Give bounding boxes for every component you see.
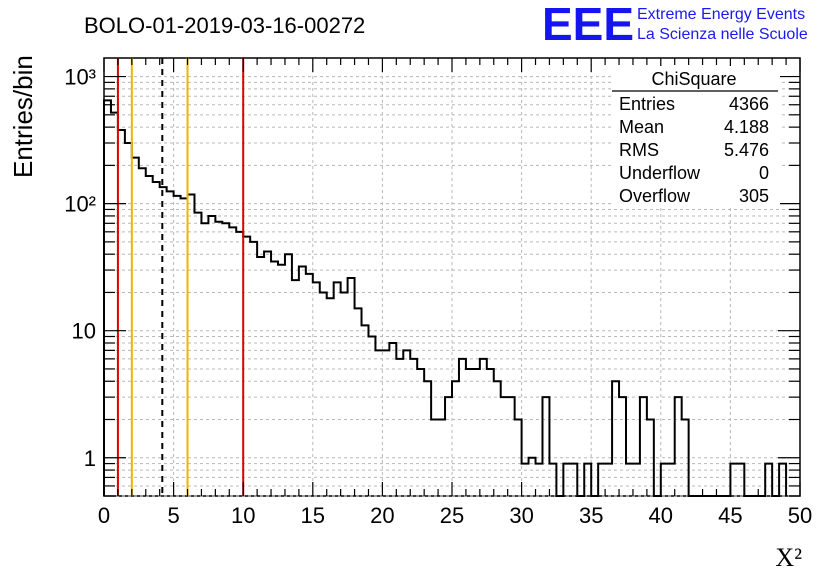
eee-logo-letters: EEE xyxy=(542,0,634,50)
stats-box-background xyxy=(612,66,780,206)
x-tick-label: 0 xyxy=(98,503,110,528)
x-axis-title: X² xyxy=(775,543,802,572)
x-tick-label: 30 xyxy=(509,503,533,528)
y-axis-title: Entries/bin xyxy=(8,55,38,178)
x-tick-label: 5 xyxy=(167,503,179,528)
y-tick-labels: 1 10 10² 10³ xyxy=(64,65,96,471)
stats-rows: Entries 4366 Mean 4.188 RMS 5.476 Underflow 0 Ov… xyxy=(619,94,769,206)
run-title: BOLO-01-2019-03-16-00272 xyxy=(84,13,365,38)
stats-box-title: ChiSquare xyxy=(651,69,736,89)
eee-logo-line2: La Scienza nelle Scuole xyxy=(637,26,808,43)
x-tick-label: 35 xyxy=(579,503,603,528)
stats-value: 4366 xyxy=(729,94,769,114)
y-tick-label: 10 xyxy=(72,319,96,344)
x-tick-labels: 0 5 10 15 20 25 30 35 40 45 50 xyxy=(98,503,812,528)
y-tick-label: 1 xyxy=(84,446,96,471)
stats-label: RMS xyxy=(619,140,659,160)
x-tick-label: 45 xyxy=(718,503,742,528)
stats-box: ChiSquare Entries 4366 Mean 4.188 RMS 5.476 Un… xyxy=(612,66,780,206)
eee-logo: EEE Extreme Energy Events La Scienza nel… xyxy=(542,0,808,50)
y-tick-label: 10² xyxy=(64,192,96,217)
stats-value: 0 xyxy=(759,163,769,183)
eee-logo-line1: Extreme Energy Events xyxy=(637,6,805,23)
grid-lines xyxy=(104,58,800,497)
stats-value: 5.476 xyxy=(724,140,769,160)
x-tick-label: 20 xyxy=(370,503,394,528)
y-tick-label: 10³ xyxy=(64,65,96,90)
stats-label: Underflow xyxy=(619,163,701,183)
x-tick-label: 25 xyxy=(440,503,464,528)
x-tick-label: 50 xyxy=(788,503,812,528)
stats-label: Mean xyxy=(619,117,664,137)
axis-ticks xyxy=(103,58,801,497)
x-tick-label: 10 xyxy=(231,503,255,528)
stats-value: 305 xyxy=(739,186,769,206)
reference-lines xyxy=(116,58,245,496)
stats-label: Overflow xyxy=(619,186,691,206)
x-tick-label: 15 xyxy=(301,503,325,528)
stats-label: Entries xyxy=(619,94,675,114)
stats-value: 4.188 xyxy=(724,117,769,137)
x-tick-label: 40 xyxy=(649,503,673,528)
histogram-outline xyxy=(103,99,788,497)
